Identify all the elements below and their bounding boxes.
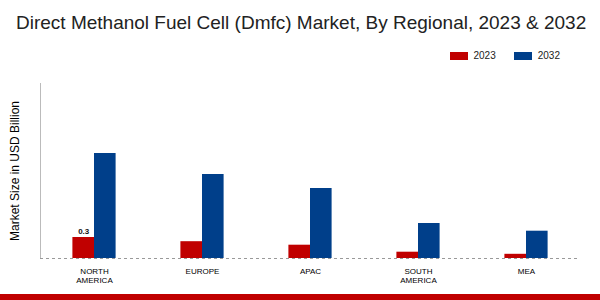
html-text:2032: 2032 (537, 50, 560, 61)
html-text:Direct Methanol Fuel Cell (Dmf: Direct Methanol Fuel Cell (Dmfc) Market,… (16, 12, 587, 33)
svg-text:NORTHAMERICA: NORTHAMERICA (76, 267, 113, 285)
svg-text:EUROPE: EUROPE (186, 267, 220, 276)
svg-text:0.3: 0.3 (78, 227, 90, 236)
svg-text:Market Size in USD Billion: Market Size in USD Billion (8, 101, 22, 241)
svg-text:APAC: APAC (300, 267, 321, 276)
svg-text:SOUTHAMERICA: SOUTHAMERICA (400, 267, 437, 285)
html-text:2023: 2023 (473, 50, 496, 61)
svg-text:MEA: MEA (518, 267, 536, 276)
